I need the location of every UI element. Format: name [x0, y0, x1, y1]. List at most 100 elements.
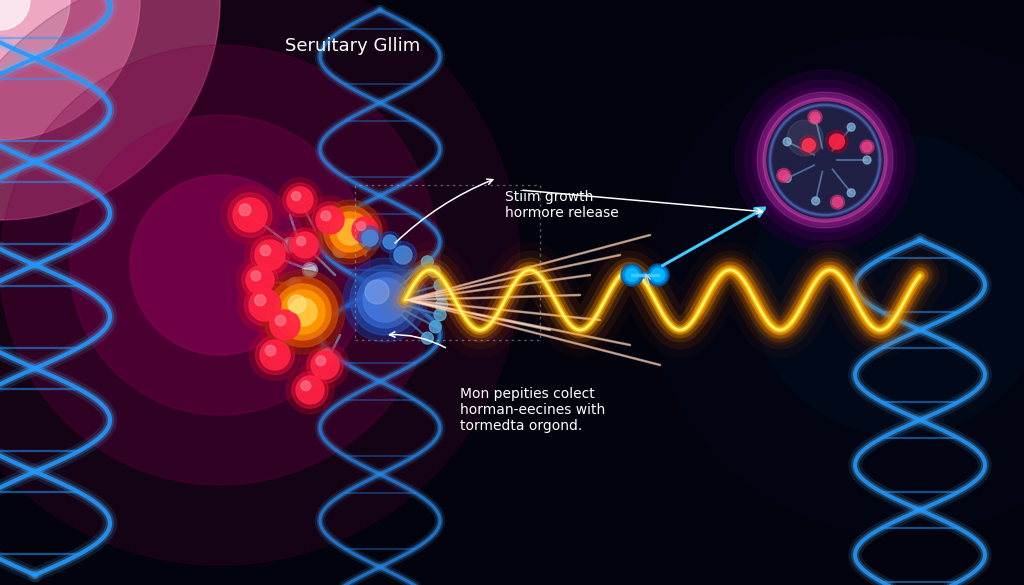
Circle shape [297, 236, 305, 246]
Circle shape [312, 308, 328, 322]
Circle shape [757, 92, 893, 228]
Circle shape [436, 299, 447, 311]
Circle shape [343, 258, 427, 342]
Circle shape [348, 213, 382, 247]
Circle shape [343, 208, 387, 252]
Circle shape [335, 245, 345, 256]
Circle shape [429, 321, 441, 333]
Circle shape [0, 0, 220, 220]
Circle shape [286, 366, 334, 414]
Circle shape [311, 351, 339, 379]
Circle shape [812, 197, 819, 205]
Circle shape [0, 0, 30, 30]
Circle shape [302, 322, 317, 338]
Circle shape [255, 240, 285, 270]
Circle shape [301, 341, 349, 389]
Circle shape [245, 229, 296, 280]
Circle shape [70, 115, 370, 415]
Circle shape [362, 278, 407, 322]
Circle shape [0, 0, 520, 565]
Circle shape [265, 305, 304, 345]
Circle shape [251, 271, 261, 281]
Circle shape [833, 197, 843, 207]
Circle shape [307, 347, 343, 383]
Circle shape [863, 156, 871, 164]
Circle shape [314, 309, 326, 321]
Circle shape [421, 332, 433, 344]
Circle shape [783, 138, 792, 146]
Circle shape [306, 196, 354, 244]
Circle shape [356, 222, 366, 230]
Circle shape [799, 135, 818, 155]
Circle shape [362, 230, 378, 246]
Circle shape [808, 110, 822, 124]
Circle shape [763, 98, 887, 222]
Circle shape [283, 183, 316, 217]
Circle shape [311, 202, 348, 238]
Circle shape [847, 189, 855, 197]
Circle shape [281, 290, 325, 334]
Circle shape [278, 178, 323, 222]
Circle shape [745, 80, 905, 240]
Circle shape [428, 266, 440, 277]
Circle shape [380, 232, 400, 253]
Circle shape [250, 329, 300, 380]
Circle shape [623, 266, 641, 284]
Circle shape [238, 278, 292, 332]
Circle shape [249, 289, 281, 321]
Circle shape [357, 272, 413, 328]
Circle shape [860, 140, 874, 154]
Circle shape [317, 347, 333, 363]
Circle shape [812, 115, 819, 123]
Circle shape [352, 217, 378, 243]
Circle shape [293, 298, 307, 312]
Circle shape [130, 175, 310, 355]
Circle shape [767, 102, 883, 218]
Circle shape [829, 134, 845, 149]
Circle shape [389, 242, 417, 269]
Circle shape [436, 289, 447, 301]
Circle shape [304, 264, 315, 276]
Circle shape [321, 211, 331, 221]
Circle shape [275, 315, 286, 326]
Circle shape [825, 130, 848, 153]
Circle shape [275, 284, 331, 340]
Circle shape [650, 35, 1024, 535]
Circle shape [260, 340, 290, 370]
Circle shape [626, 269, 639, 281]
Circle shape [301, 381, 310, 391]
Circle shape [777, 168, 791, 183]
Circle shape [847, 123, 855, 131]
Circle shape [242, 262, 279, 298]
Circle shape [787, 120, 823, 156]
Circle shape [239, 204, 251, 216]
Circle shape [753, 88, 897, 232]
Circle shape [750, 135, 1024, 435]
Circle shape [268, 277, 338, 347]
Circle shape [296, 376, 324, 404]
Circle shape [783, 174, 792, 182]
Circle shape [295, 300, 305, 311]
Circle shape [287, 187, 313, 213]
Circle shape [862, 142, 872, 152]
Bar [355, 185, 540, 340]
Circle shape [315, 356, 326, 366]
Circle shape [251, 236, 290, 274]
Circle shape [0, 45, 440, 485]
Circle shape [270, 310, 300, 340]
Circle shape [647, 264, 669, 286]
Circle shape [358, 226, 382, 250]
Circle shape [621, 264, 643, 286]
Circle shape [319, 349, 331, 360]
Circle shape [760, 95, 890, 225]
Circle shape [289, 298, 317, 326]
Circle shape [221, 186, 279, 244]
Circle shape [233, 198, 267, 232]
Circle shape [246, 266, 274, 294]
Circle shape [292, 191, 301, 201]
Circle shape [237, 256, 284, 304]
Circle shape [434, 309, 446, 321]
Text: Stiim growth
hormore release: Stiim growth hormore release [505, 190, 618, 220]
Circle shape [830, 195, 845, 209]
Text: Seruitary Gllim: Seruitary Gllim [285, 37, 420, 55]
